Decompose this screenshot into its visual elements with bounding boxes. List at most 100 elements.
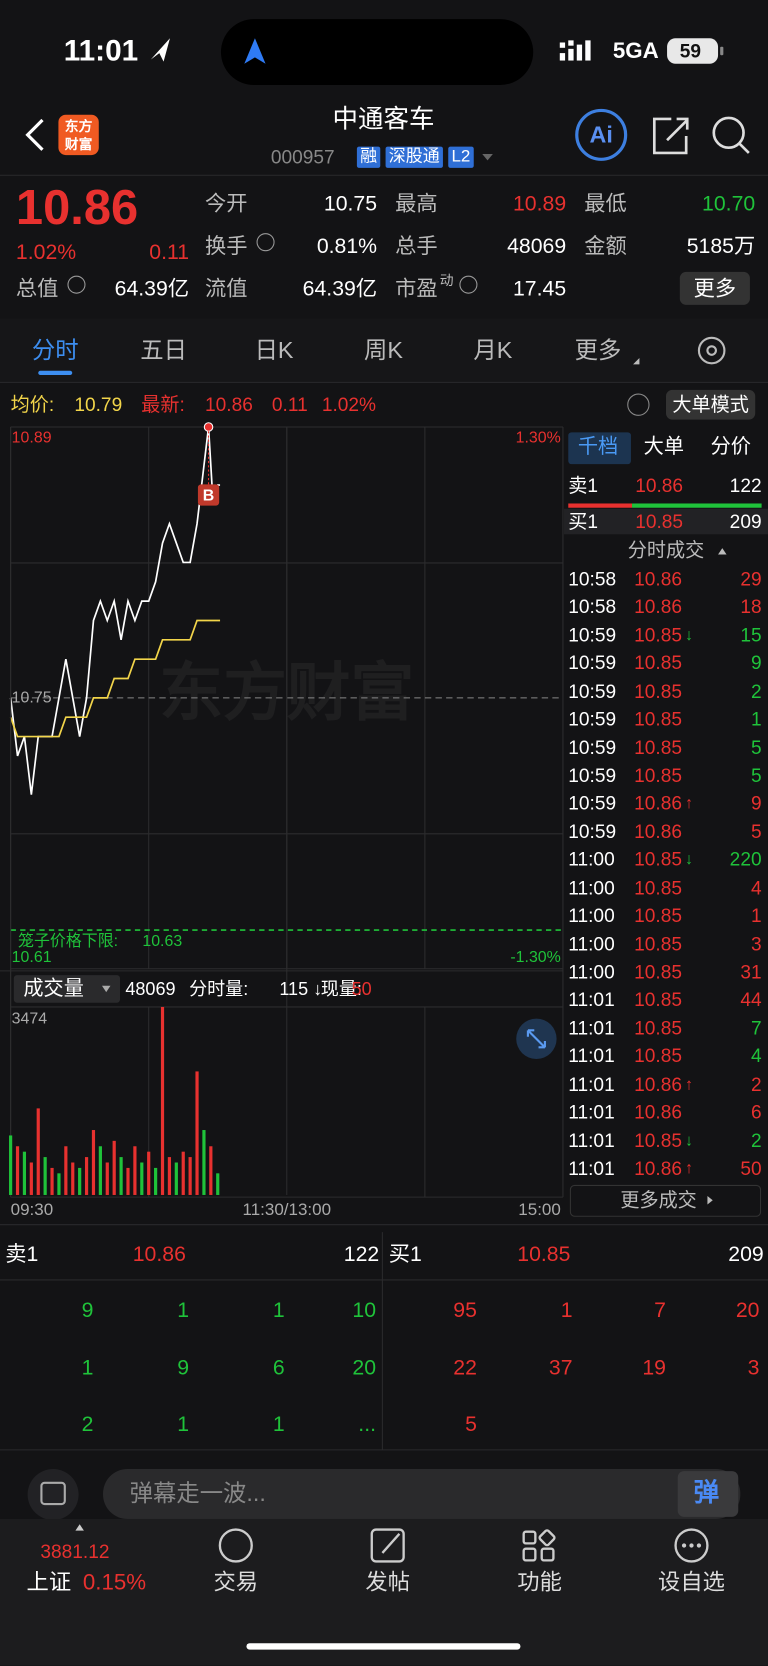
trade-price: 10.85: [634, 849, 682, 871]
trade-volume: 31: [740, 961, 762, 983]
quote-volume: 209: [729, 510, 762, 533]
trade-volume: 44: [740, 989, 762, 1011]
trade-time: 11:00: [568, 961, 615, 983]
stat-value: 10.70: [702, 192, 756, 216]
tag: 深股通: [385, 146, 443, 168]
latest-label: 最新:: [141, 394, 185, 416]
search-button[interactable]: [712, 116, 750, 154]
trade-price: 10.86: [634, 1073, 682, 1095]
minute-label: 分时量:: [189, 978, 249, 999]
tab[interactable]: 日K: [254, 336, 294, 364]
more-button[interactable]: [679, 271, 750, 305]
more-button-label[interactable]: 更多: [693, 277, 737, 301]
comment-input[interactable]: [103, 1469, 741, 1519]
trade-time: 10:59: [568, 736, 617, 758]
nav-icon: [244, 38, 266, 64]
trade-volume: 18: [740, 596, 762, 618]
panel-tab[interactable]: 分价: [710, 436, 751, 459]
volume-selector-label[interactable]: 成交量: [23, 977, 84, 1001]
queue-order: 22: [453, 1355, 477, 1380]
limit-label: 笼子价格下限:: [18, 931, 119, 950]
trade-price: 10.85: [634, 680, 682, 702]
stat-value: 0.81%: [316, 234, 378, 259]
tab[interactable]: 周K: [363, 336, 403, 364]
current-value: 50: [351, 978, 372, 999]
volume-bar: [188, 1157, 192, 1195]
selected-tab[interactable]: [568, 432, 631, 465]
tab-underline: [38, 370, 73, 375]
nav-item[interactable]: 交易: [213, 1570, 259, 1595]
trade-time: 11:01: [568, 1129, 615, 1151]
danmaku-button[interactable]: [677, 1471, 739, 1517]
nav-item[interactable]: 设自选: [658, 1570, 725, 1595]
mode-button-label[interactable]: 大单模式: [672, 394, 749, 416]
stat-value: 64.39亿: [302, 277, 378, 301]
tab[interactable]: 分时: [31, 336, 79, 364]
stat-value: 5185万: [686, 234, 756, 259]
nav-item[interactable]: 发帖: [365, 1570, 411, 1595]
panel-tab[interactable]: 大单: [643, 436, 685, 459]
stat-label: 最低: [584, 192, 627, 216]
more-arrow: [633, 357, 640, 365]
bid-bar: [632, 503, 762, 508]
logo-text: 东方: [64, 118, 93, 135]
index-pct[interactable]: 0.15%: [82, 1570, 147, 1595]
ai-label[interactable]: Ai: [589, 121, 613, 148]
logo-text: 财富: [64, 136, 93, 153]
index-value[interactable]: 3881.12: [40, 1541, 110, 1563]
trade-volume: 2: [750, 1073, 762, 1095]
queue-order: 1: [272, 1412, 285, 1437]
queue-order: 6: [272, 1355, 285, 1380]
comment-placeholder[interactable]: 弹幕走一波...: [129, 1479, 266, 1507]
volume-bar: [167, 1157, 172, 1195]
bid-row-bg: [564, 508, 768, 535]
depth-label: 买1: [388, 1242, 422, 1267]
volume-selector[interactable]: [13, 975, 121, 1003]
index-arrow: [75, 1524, 84, 1531]
trade-volume: 2: [750, 680, 762, 702]
trade-arrow: ↓: [685, 1131, 694, 1150]
queue-order: 9: [177, 1355, 190, 1380]
volume-bar: [195, 1071, 199, 1195]
danmaku-toggle[interactable]: [27, 1469, 79, 1521]
trades-title: 分时成交: [627, 539, 705, 561]
trade-price: 10.86: [634, 1101, 682, 1123]
danmaku-button-label[interactable]: 弹: [693, 1478, 720, 1508]
trade-volume: 2: [750, 1129, 762, 1151]
volume-bar: [64, 1146, 68, 1195]
ai-button[interactable]: [575, 108, 628, 161]
logo: [58, 114, 99, 156]
back-button[interactable]: [25, 118, 44, 151]
more-trades-box[interactable]: [569, 1184, 762, 1217]
tab-bar: [0, 318, 768, 383]
more-trades[interactable]: 更多成交: [620, 1189, 697, 1211]
bottom-nav: [0, 1518, 768, 1666]
stat-label: 今开: [205, 192, 248, 216]
mode-button[interactable]: [665, 389, 756, 420]
tab[interactable]: 月K: [473, 336, 513, 364]
y-tick-label: 10.61: [11, 948, 52, 967]
depth-volume: 209: [728, 1242, 764, 1267]
trade-price: 10.85: [634, 961, 682, 983]
share-button[interactable]: [652, 117, 689, 155]
stat-value: 64.39亿: [114, 277, 190, 301]
nav-item[interactable]: 功能: [517, 1570, 562, 1595]
queue-order: 1: [560, 1299, 573, 1323]
help-icon[interactable]: [627, 393, 650, 416]
index-name[interactable]: 上证: [26, 1570, 72, 1595]
latest-value: 10.86: [205, 394, 253, 416]
trade-marker-label: B: [203, 487, 215, 504]
trade-price: 10.85: [634, 933, 682, 955]
panel-tab[interactable]: 千档: [577, 436, 619, 459]
tab[interactable]: 五日: [140, 336, 187, 364]
volume-total: 48069: [125, 978, 176, 999]
trade-price: 10.86: [634, 568, 682, 590]
trade-time: 11:01: [568, 989, 615, 1011]
tab[interactable]: 更多: [574, 336, 622, 364]
battery-tip: [720, 46, 724, 56]
volume-bar: [147, 1151, 151, 1195]
dropdown-icon[interactable]: [482, 154, 493, 161]
trade-price: 10.85: [634, 624, 682, 646]
settings-button[interactable]: [697, 336, 726, 365]
stat-label: 总值: [15, 277, 59, 301]
